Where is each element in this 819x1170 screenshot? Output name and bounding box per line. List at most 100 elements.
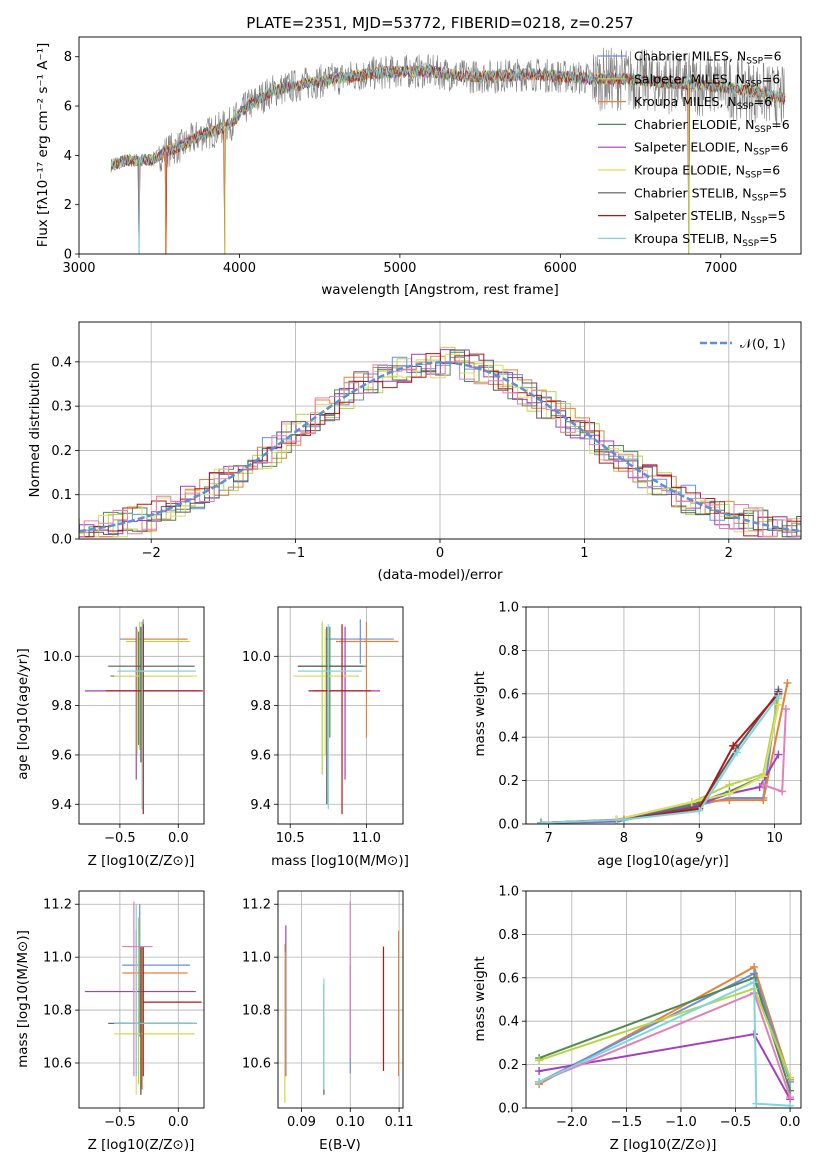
y-tick-label: 0.4 bbox=[498, 731, 519, 746]
mass-weight-point-stelib_kroupa bbox=[535, 1077, 544, 1086]
gauss-legend-label: 𝒩(0, 1) bbox=[740, 336, 786, 351]
age-vs-z-xlabel: Z [log10(Z/Z⊙)] bbox=[88, 853, 195, 869]
mass-weight-point-elodie_kroupa bbox=[687, 798, 696, 807]
mass-weight-point-pink bbox=[778, 787, 787, 796]
mass-weight-point-elodie_kroupa bbox=[759, 772, 768, 781]
plot-marks bbox=[79, 346, 801, 538]
y-tick-label: 0.3 bbox=[51, 400, 72, 415]
y-tick-label: 9.6 bbox=[250, 748, 271, 763]
mass-weight-point-stelib_kroupa bbox=[774, 691, 783, 700]
x-tick-label: 9 bbox=[695, 831, 703, 846]
x-tick-label: −0.5 bbox=[104, 831, 136, 846]
mass-weight-point-elodie_salpeter bbox=[774, 750, 783, 759]
age-vs-z-ylabel: age [log10(age/yr)] bbox=[15, 648, 31, 780]
y-tick-label: 8 bbox=[64, 50, 72, 65]
x-tick-label: −1 bbox=[286, 546, 305, 561]
y-tick-label: 11.0 bbox=[43, 951, 72, 966]
y-tick-label: 0.8 bbox=[498, 644, 519, 659]
x-tick-label: 0.09 bbox=[287, 1115, 316, 1130]
mw-vs-z-plot-area: −2.0 −1.5 −1.0 −0.5 0.0 0.0 0.2 0.4 0.6 0.8 1.0 bbox=[498, 885, 802, 1130]
mass-vs-z-ylabel: mass [log10(M/M⊙)] bbox=[15, 930, 31, 1068]
mass-weight-line-stelib_kroupa bbox=[538, 980, 791, 1107]
x-tick-label: 7000 bbox=[704, 261, 737, 276]
x-tick-label: 0.0 bbox=[168, 1115, 189, 1130]
legend-label-miles_kroupa: Kroupa MILES, NSSP=6 bbox=[634, 94, 772, 112]
axes-frame bbox=[78, 36, 802, 255]
age-vs-mass-plot-area: 10.5 11.0 9.4 9.6 9.8 10.0 bbox=[242, 606, 404, 846]
mass-vs-ebv-panel: 0.09 0.10 0.11 10.6 10.8 11.0 11.2 E(B-V) bbox=[242, 890, 414, 1153]
y-tick-label: 0.1 bbox=[51, 488, 72, 503]
y-tick-label: 10.0 bbox=[43, 650, 72, 665]
legend-label-elodie_salpeter: Salpeter ELODIE, NSSP=6 bbox=[634, 140, 789, 158]
mw-vs-age-ylabel: mass weight bbox=[472, 671, 488, 756]
y-tick-label: 0.2 bbox=[498, 774, 519, 789]
mass-weight-point-miles_salpeter bbox=[786, 1073, 795, 1082]
mw-vs-z-panel: −2.0 −1.5 −1.0 −0.5 0.0 0.0 0.2 0.4 0.6 0.8 1.0 Z … bbox=[472, 885, 802, 1153]
y-tick-label: 0.0 bbox=[498, 1102, 519, 1117]
age-vs-mass-panel: 10.5 11.0 9.4 9.6 9.8 10.0 mass [log10(M/M⊙)] bbox=[242, 606, 409, 869]
y-tick-label: 11.2 bbox=[242, 898, 271, 913]
legend-label-miles_chabrier: Chabrier MILES, NSSP=6 bbox=[634, 49, 782, 67]
y-tick-label: 0.0 bbox=[51, 533, 72, 548]
mass-weight-point-stelib_kroupa bbox=[732, 748, 741, 757]
gaussian-curve bbox=[79, 361, 801, 533]
axes-frame bbox=[525, 606, 802, 825]
plot-marks bbox=[84, 901, 202, 1095]
mass-weight-point-stelib_kroupa bbox=[750, 978, 759, 987]
x-tick-label: −2 bbox=[142, 546, 161, 561]
model-spectrum-stelib_kroupa bbox=[110, 64, 785, 171]
x-tick-label: 1 bbox=[580, 546, 588, 561]
x-tick-label: 0.0 bbox=[780, 1115, 801, 1130]
x-tick-label: 0.0 bbox=[168, 831, 189, 846]
spectrum-ylabel: Flux [fλ10⁻¹⁷ erg cm⁻² s⁻¹ A⁻¹] bbox=[35, 43, 51, 248]
x-tick-label: −1.5 bbox=[611, 1115, 643, 1130]
axes-frame bbox=[277, 606, 404, 825]
mass-weight-point-stelib_kroupa bbox=[752, 1099, 761, 1108]
mass-weight-point-miles_kroupa bbox=[759, 796, 768, 805]
legend-label-stelib_chabrier: Chabrier STELIB, NSSP=5 bbox=[634, 185, 787, 203]
y-tick-label: 9.8 bbox=[250, 699, 271, 714]
x-tick-label: −1.0 bbox=[665, 1115, 697, 1130]
plot-marks bbox=[110, 47, 786, 254]
y-tick-label: 4 bbox=[64, 149, 72, 164]
mass-vs-z-xlabel: Z [log10(Z/Z⊙)] bbox=[88, 1137, 195, 1153]
age-vs-z-plot-area: −0.5 0.0 9.4 9.6 9.8 10.0 bbox=[43, 606, 205, 846]
mw-vs-age-panel: 7 8 9 10 0.0 0.2 0.4 0.6 0.8 1.0 age [log10(age/y… bbox=[472, 601, 802, 869]
y-tick-label: 10.6 bbox=[242, 1057, 271, 1072]
y-tick-label: 11.2 bbox=[43, 898, 72, 913]
mass-weight-point-pink bbox=[786, 1093, 795, 1102]
mw-vs-age-xlabel: age [log10(age/yr)] bbox=[597, 853, 729, 869]
mass-vs-z-plot-area: −0.5 0.0 10.6 10.8 11.0 11.2 bbox=[43, 890, 205, 1130]
residuals-panel: −2 −1 0 1 2 0.0 0.1 0.2 0.3 0.4 (data-model)/erro… bbox=[27, 321, 802, 583]
x-tick-label: 10 bbox=[766, 831, 783, 846]
age-vs-mass-xlabel: mass [log10(M/M⊙)] bbox=[271, 853, 409, 869]
residual-histogram-stelib_chabrier bbox=[79, 349, 801, 538]
x-tick-label: 3000 bbox=[62, 261, 95, 276]
y-tick-label: 0.0 bbox=[498, 818, 519, 833]
y-tick-label: 0.2 bbox=[498, 1058, 519, 1073]
legend-label-elodie_kroupa: Kroupa ELODIE, NSSP=6 bbox=[634, 163, 780, 181]
y-tick-label: 0.2 bbox=[51, 444, 72, 459]
legend-label-elodie_chabrier: Chabrier ELODIE, NSSP=6 bbox=[634, 117, 790, 135]
mass-vs-ebv-xlabel: E(B-V) bbox=[319, 1137, 361, 1153]
x-tick-label: 6000 bbox=[544, 261, 577, 276]
mass-weight-point-stelib_kroupa bbox=[786, 1101, 795, 1108]
x-tick-label: −0.5 bbox=[720, 1115, 752, 1130]
plot-marks bbox=[535, 962, 795, 1108]
mass-weight-point-elodie_salpeter bbox=[535, 1067, 544, 1076]
x-tick-label: −0.5 bbox=[104, 1115, 136, 1130]
age-vs-z-panel: −0.5 0.0 9.4 9.6 9.8 10.0 Z [log10(Z/Z⊙)] age… bbox=[15, 606, 205, 869]
y-tick-label: 0 bbox=[64, 248, 72, 263]
y-tick-label: 9.4 bbox=[51, 798, 72, 813]
y-tick-label: 9.4 bbox=[250, 798, 271, 813]
x-tick-label: 7 bbox=[544, 831, 552, 846]
spectrum-xlabel: wavelength [Angstrom, rest frame] bbox=[321, 282, 559, 298]
x-tick-label: 0 bbox=[436, 546, 444, 561]
axes-frame bbox=[78, 890, 205, 1109]
legend-label-stelib_salpeter: Salpeter STELIB, NSSP=5 bbox=[634, 208, 786, 226]
y-tick-label: 0.6 bbox=[498, 971, 519, 986]
mass-weight-point-miles_salpeter bbox=[535, 1056, 544, 1065]
mass-weight-point-stelib_kroupa bbox=[695, 806, 704, 815]
y-tick-label: 1.0 bbox=[498, 601, 519, 616]
